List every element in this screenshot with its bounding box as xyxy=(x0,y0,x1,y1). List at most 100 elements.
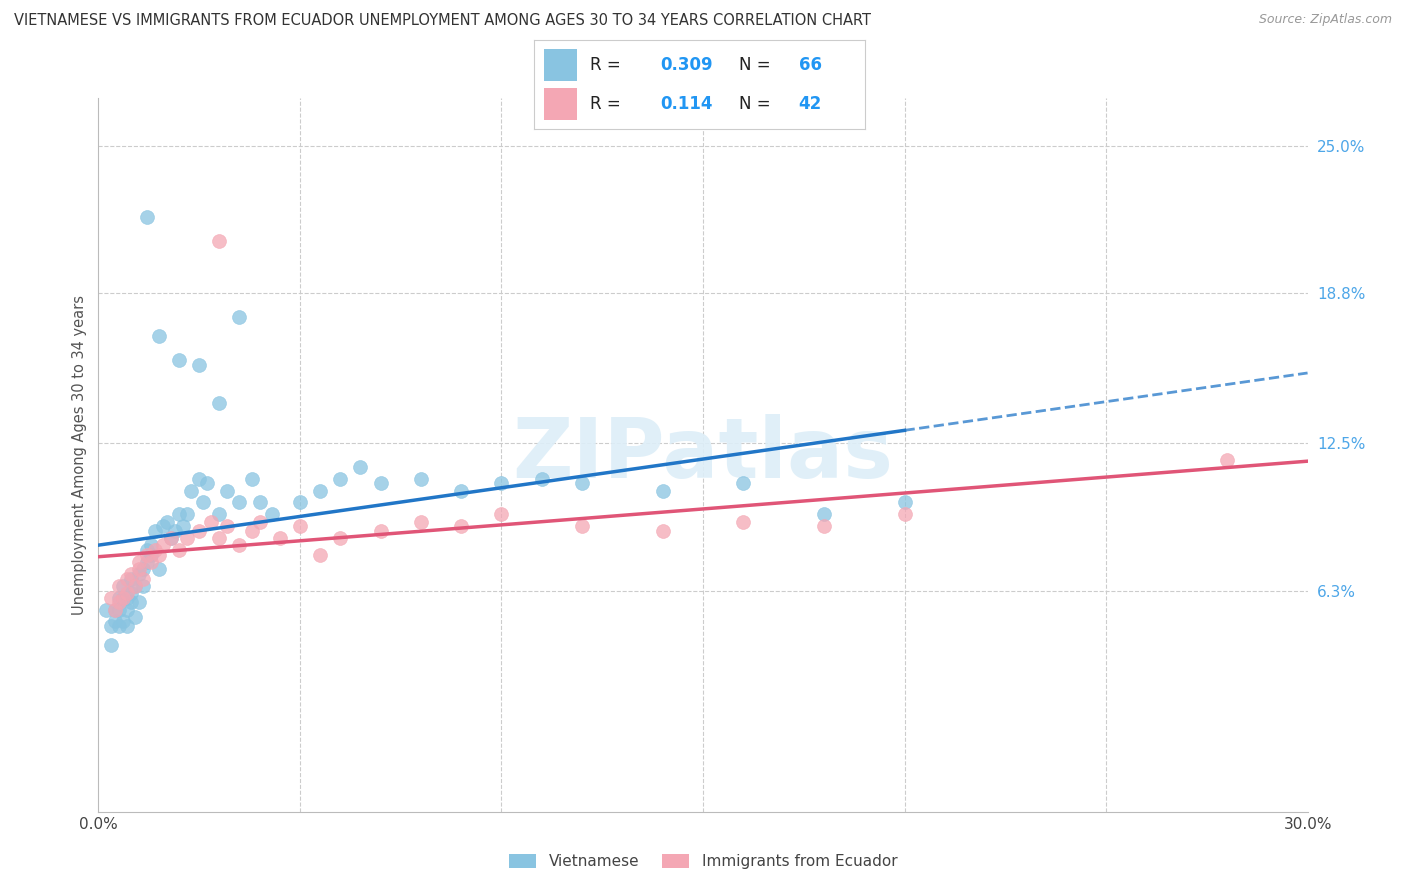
Point xyxy=(195,476,218,491)
Point xyxy=(107,591,129,605)
Text: 0.114: 0.114 xyxy=(659,95,713,113)
Point xyxy=(370,524,392,538)
Point xyxy=(240,524,263,538)
Point xyxy=(240,472,263,486)
Point xyxy=(107,595,129,609)
Point xyxy=(139,555,162,569)
Point xyxy=(288,519,311,533)
Point xyxy=(370,476,392,491)
Point xyxy=(176,531,198,545)
Point xyxy=(329,531,352,545)
Point xyxy=(111,615,134,629)
Point xyxy=(491,508,513,522)
Point xyxy=(228,538,250,552)
Point xyxy=(143,524,166,538)
Point xyxy=(188,524,211,538)
FancyBboxPatch shape xyxy=(544,88,578,120)
Point xyxy=(450,519,472,533)
Point xyxy=(167,352,190,367)
Point xyxy=(200,515,222,529)
Point xyxy=(128,555,150,569)
Text: ZIPatlas: ZIPatlas xyxy=(513,415,893,495)
Point xyxy=(309,548,332,562)
Point xyxy=(217,483,239,498)
Point xyxy=(813,508,835,522)
Point xyxy=(135,555,157,569)
Point xyxy=(148,548,170,562)
Point xyxy=(111,579,134,593)
Point xyxy=(96,602,118,616)
Point xyxy=(1216,452,1239,467)
Point xyxy=(208,508,231,522)
Point xyxy=(139,538,162,552)
Point xyxy=(733,515,755,529)
Point xyxy=(349,459,371,474)
Point xyxy=(249,515,271,529)
Point xyxy=(249,495,271,509)
Point xyxy=(188,358,211,372)
Point xyxy=(124,579,146,593)
Point xyxy=(107,579,129,593)
Point xyxy=(132,579,155,593)
Point xyxy=(172,519,194,533)
Point xyxy=(143,543,166,558)
Point xyxy=(152,519,174,533)
Point xyxy=(132,572,155,586)
Point xyxy=(167,543,190,558)
Point xyxy=(124,579,146,593)
Point xyxy=(188,472,211,486)
Point xyxy=(115,572,138,586)
Y-axis label: Unemployment Among Ages 30 to 34 years: Unemployment Among Ages 30 to 34 years xyxy=(72,295,87,615)
Point xyxy=(651,524,673,538)
Point xyxy=(176,508,198,522)
Point xyxy=(260,508,283,522)
Point xyxy=(120,572,142,586)
Point xyxy=(409,472,432,486)
Point xyxy=(100,638,122,652)
Point xyxy=(571,519,593,533)
Point xyxy=(111,591,134,605)
Text: Source: ZipAtlas.com: Source: ZipAtlas.com xyxy=(1258,13,1392,27)
Point xyxy=(148,329,170,343)
Point xyxy=(120,595,142,609)
Point xyxy=(115,586,138,600)
Text: VIETNAMESE VS IMMIGRANTS FROM ECUADOR UNEMPLOYMENT AMONG AGES 30 TO 34 YEARS COR: VIETNAMESE VS IMMIGRANTS FROM ECUADOR UN… xyxy=(14,13,872,29)
Point xyxy=(160,531,183,545)
Text: 42: 42 xyxy=(799,95,823,113)
Point xyxy=(128,566,150,581)
Point xyxy=(450,483,472,498)
Point xyxy=(139,548,162,562)
Point xyxy=(893,508,915,522)
Point xyxy=(103,615,125,629)
Point xyxy=(148,562,170,576)
Point xyxy=(491,476,513,491)
Point xyxy=(208,395,231,409)
Point xyxy=(135,210,157,224)
Point xyxy=(128,562,150,576)
Point xyxy=(269,531,291,545)
FancyBboxPatch shape xyxy=(544,49,578,81)
Point xyxy=(651,483,673,498)
Legend: Vietnamese, Immigrants from Ecuador: Vietnamese, Immigrants from Ecuador xyxy=(502,848,904,875)
Point xyxy=(135,548,157,562)
Point xyxy=(120,586,142,600)
Point xyxy=(193,495,215,509)
Point xyxy=(120,566,142,581)
Point xyxy=(115,591,138,605)
Point xyxy=(103,602,125,616)
Point xyxy=(208,531,231,545)
Point xyxy=(329,472,352,486)
Point xyxy=(135,543,157,558)
Point xyxy=(100,619,122,633)
Point xyxy=(733,476,755,491)
Point xyxy=(228,495,250,509)
Point xyxy=(111,591,134,605)
Point xyxy=(107,602,129,616)
Point xyxy=(124,609,146,624)
Text: R =: R = xyxy=(591,56,627,74)
Point xyxy=(893,495,915,509)
Point xyxy=(115,619,138,633)
Point xyxy=(103,602,125,616)
Point xyxy=(160,531,183,545)
Point xyxy=(163,524,186,538)
